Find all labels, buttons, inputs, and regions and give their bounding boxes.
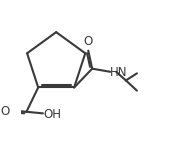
- Text: HN: HN: [110, 66, 128, 79]
- Text: OH: OH: [44, 108, 62, 121]
- Text: O: O: [84, 35, 93, 48]
- Text: O: O: [0, 105, 9, 118]
